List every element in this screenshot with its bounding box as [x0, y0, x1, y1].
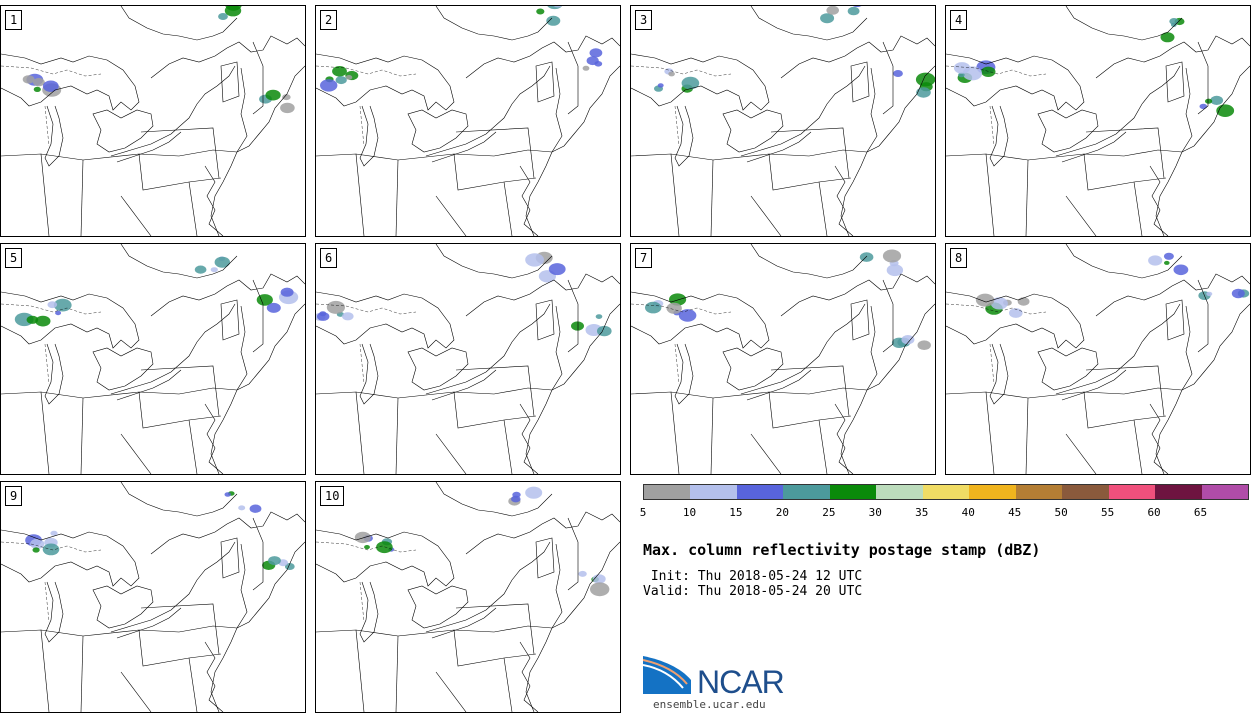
colorbar-swatch: [690, 485, 736, 499]
panel-number: 7: [635, 248, 652, 268]
map-panel: 7: [630, 243, 936, 475]
colorbar-swatch: [783, 485, 829, 499]
map-panel: 2: [315, 5, 621, 237]
colorbar-tick-label: 25: [822, 506, 835, 519]
colorbar-tick-label: 55: [1101, 506, 1114, 519]
colorbar-tick-label: 5: [640, 506, 647, 519]
colorbar-swatch: [1202, 485, 1248, 499]
colorbar-tick-label: 60: [1147, 506, 1160, 519]
colorbar-swatch: [876, 485, 922, 499]
logo-url[interactable]: ensemble.ucar.edu: [653, 698, 766, 711]
panel-number: 2: [320, 10, 337, 30]
panel-number: 10: [320, 486, 344, 506]
colorbar-tick-label: 15: [729, 506, 742, 519]
colorbar: [643, 484, 1249, 500]
colorbar-swatch: [830, 485, 876, 499]
map-panel: 5: [0, 243, 306, 475]
colorbar-swatch: [923, 485, 969, 499]
colorbar-swatch: [969, 485, 1015, 499]
panel-number: 4: [950, 10, 967, 30]
plot-title: Max. column reflectivity postage stamp (…: [643, 541, 1040, 559]
colorbar-swatch: [1155, 485, 1201, 499]
panel-number: 8: [950, 248, 967, 268]
map-panel: 6: [315, 243, 621, 475]
colorbar-tick-label: 45: [1008, 506, 1021, 519]
map-panel: 10: [315, 481, 621, 713]
colorbar-tick-label: 65: [1194, 506, 1207, 519]
panel-number: 1: [5, 10, 22, 30]
colorbar-swatch: [1062, 485, 1108, 499]
colorbar-tick-label: 10: [683, 506, 696, 519]
colorbar-tick-label: 40: [962, 506, 975, 519]
map-panel: 9: [0, 481, 306, 713]
valid-time: Valid: Thu 2018-05-24 20 UTC: [643, 584, 862, 599]
panel-number: 5: [5, 248, 22, 268]
colorbar-tick-label: 30: [869, 506, 882, 519]
map-panel: 8: [945, 243, 1251, 475]
logo-text: NCAR: [697, 664, 784, 701]
panel-number: 3: [635, 10, 652, 30]
init-time: Init: Thu 2018-05-24 12 UTC: [643, 569, 862, 584]
colorbar-swatch: [737, 485, 783, 499]
panel-number: 6: [320, 248, 337, 268]
colorbar-tick-label: 20: [776, 506, 789, 519]
panel-number: 9: [5, 486, 22, 506]
colorbar-ticks: 5 10 15 20 25 30 35 40 45 50 55 60 65: [643, 506, 1247, 520]
colorbar-swatch: [1109, 485, 1155, 499]
map-panel: 4: [945, 5, 1251, 237]
colorbar-swatch: [1016, 485, 1062, 499]
colorbar-swatch: [644, 485, 690, 499]
map-panel: 1: [0, 5, 306, 237]
map-panel: 3: [630, 5, 936, 237]
colorbar-tick-label: 50: [1055, 506, 1068, 519]
colorbar-tick-label: 35: [915, 506, 928, 519]
